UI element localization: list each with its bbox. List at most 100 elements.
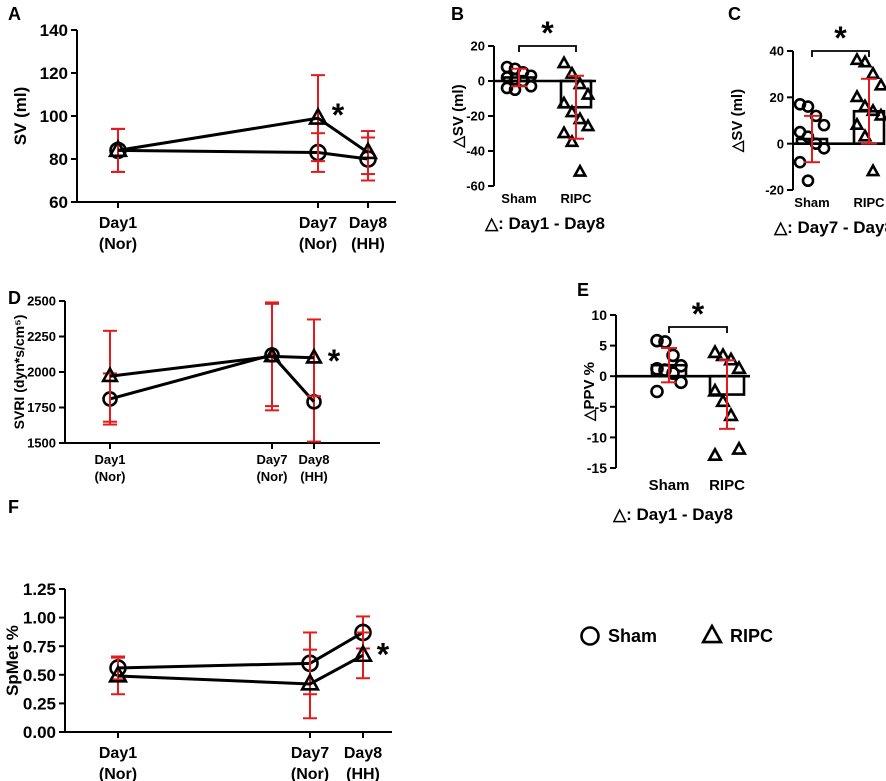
x-tick-label: Day7	[256, 452, 287, 467]
y-tick-label: 140	[40, 21, 68, 40]
data-point-ripc	[873, 77, 886, 91]
data-point-ripc	[564, 65, 580, 79]
y-tick-label: 1.00	[23, 609, 56, 628]
x-tick-label: Day1	[99, 745, 137, 762]
significance-bracket	[811, 50, 870, 57]
delta-caption: △: Day1 - Day8	[484, 214, 605, 233]
y-tick-label: 1750	[27, 400, 56, 415]
y-tick-label: 2250	[27, 329, 56, 344]
data-point-sham	[524, 79, 538, 93]
series-line-ripc	[109, 354, 315, 378]
y-tick-label: 0	[777, 136, 784, 151]
y-tick-label: 1.25	[23, 580, 56, 599]
y-tick-label: -20	[765, 183, 784, 198]
data-point-ripc	[107, 664, 129, 683]
data-point-ripc	[304, 347, 324, 364]
significance-star: *	[834, 20, 847, 56]
data-point-ripc	[100, 365, 120, 383]
x-tick-label: Day8	[349, 215, 387, 232]
y-tick-label: 2500	[27, 294, 56, 309]
y-tick-label: 0.00	[23, 723, 56, 742]
data-point-ripc	[723, 351, 739, 366]
data-point-ripc	[580, 117, 596, 132]
data-point-sham	[508, 83, 522, 97]
data-point-sham	[650, 333, 664, 348]
y-tick-label: 20	[770, 90, 784, 105]
panel-label-C: C	[728, 4, 741, 24]
data-point-sham	[801, 174, 815, 188]
y-tick-label: 120	[40, 64, 68, 83]
x-tick-label: (Nor)	[291, 766, 329, 781]
data-point-sham	[817, 118, 831, 132]
panel-label-B: B	[451, 4, 464, 24]
data-point-ripc	[865, 65, 881, 80]
data-point-ripc	[857, 98, 873, 112]
x-tick-label: Sham	[501, 191, 536, 206]
data-point-ripc	[849, 88, 865, 103]
data-point-sham	[817, 142, 831, 155]
y-tick-label: -15	[587, 460, 607, 476]
data-point-ripc	[849, 51, 865, 66]
data-point-ripc	[572, 75, 588, 90]
legend-triangle-icon	[700, 623, 724, 644]
data-point-ripc	[873, 107, 886, 121]
x-tick-label: (Nor)	[94, 469, 125, 484]
legend-label: Sham	[608, 626, 657, 646]
panel-label-A: A	[8, 4, 21, 24]
data-point-ripc	[857, 128, 873, 142]
y-tick-label: -10	[587, 429, 607, 445]
x-tick-label: (Nor)	[99, 766, 137, 781]
panel-label-E: E	[577, 280, 589, 300]
series-line-ripc	[117, 116, 369, 154]
y-tick-label: 100	[40, 107, 68, 126]
data-point-sham	[666, 348, 680, 363]
data-point-ripc	[352, 643, 374, 663]
data-point-ripc	[849, 116, 865, 131]
data-point-ripc	[262, 346, 282, 363]
x-tick-label: Day1	[94, 452, 125, 467]
data-point-ripc	[707, 343, 723, 359]
data-point-ripc	[564, 133, 580, 148]
data-point-ripc	[580, 86, 596, 100]
significance-star: *	[377, 636, 390, 672]
x-tick-label: Day8	[344, 745, 382, 762]
y-tick-label: 60	[49, 193, 68, 212]
data-point-ripc	[707, 382, 723, 397]
x-tick-label: (HH)	[346, 766, 380, 781]
y-tick-label: 20	[471, 39, 485, 54]
data-point-ripc	[715, 392, 731, 408]
series-line-sham	[117, 631, 364, 670]
panel-label-D: D	[8, 288, 21, 308]
significance-bracket	[668, 326, 728, 333]
data-point-sham	[666, 366, 680, 380]
data-point-sham	[793, 97, 807, 111]
x-tick-label: (Nor)	[99, 236, 137, 253]
y-tick-label: -5	[595, 399, 608, 415]
data-point-sham	[793, 155, 807, 169]
data-point-ripc	[564, 103, 580, 118]
x-tick-label: RIPC	[709, 477, 745, 494]
delta-caption: △: Day1 - Day8	[612, 505, 733, 524]
data-point-sham	[650, 362, 664, 376]
y-tick-label: 0.75	[23, 637, 56, 656]
panel-label-F: F	[8, 497, 19, 517]
x-tick-label: Sham	[649, 477, 690, 494]
data-point-sham	[500, 81, 514, 95]
legend-label: RIPC	[730, 626, 773, 646]
y-tick-label: 1500	[27, 436, 56, 451]
y-tick-label: -40	[466, 144, 485, 159]
y-axis-label: SVRI (dyn*s/cm⁵)	[11, 315, 27, 430]
data-point-sham	[658, 363, 672, 377]
x-tick-label: Day1	[99, 215, 137, 232]
x-tick-label: (HH)	[300, 469, 327, 484]
x-tick-label: Sham	[794, 195, 829, 210]
data-point-sham	[650, 384, 664, 399]
significance-star: *	[692, 296, 705, 332]
significance-star: *	[332, 97, 345, 133]
y-tick-label: 2000	[27, 365, 56, 380]
y-axis-label: △PPV %	[581, 362, 598, 422]
y-tick-label: 0.25	[23, 695, 56, 714]
data-point-ripc	[307, 106, 329, 125]
y-axis-label: △SV (ml)	[729, 89, 746, 153]
y-tick-label: 5	[599, 338, 607, 354]
